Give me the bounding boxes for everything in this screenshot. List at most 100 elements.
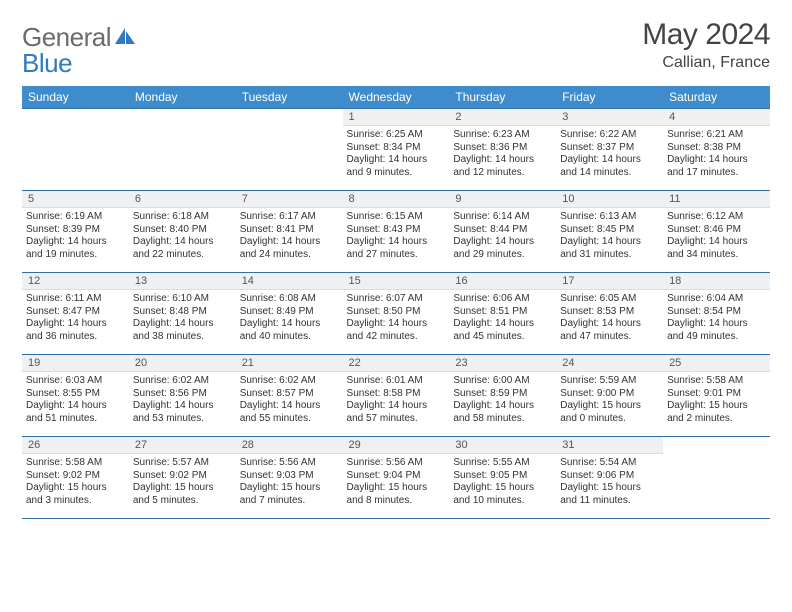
day-number: 28 <box>236 437 343 454</box>
daylight-text: Daylight: 14 hours and 17 minutes. <box>667 154 766 179</box>
calendar-day-cell: 1Sunrise: 6:25 AMSunset: 8:34 PMDaylight… <box>343 109 450 191</box>
day-body: Sunrise: 6:19 AMSunset: 8:39 PMDaylight:… <box>22 208 129 264</box>
weekday-header: Monday <box>129 86 236 109</box>
logo-line2: Blue <box>22 48 72 79</box>
daylight-text: Daylight: 15 hours and 0 minutes. <box>560 400 659 425</box>
calendar-day-cell: 24Sunrise: 5:59 AMSunset: 9:00 PMDayligh… <box>556 355 663 437</box>
sunrise-text: Sunrise: 6:21 AM <box>667 129 766 142</box>
sunset-text: Sunset: 8:59 PM <box>453 388 552 401</box>
daylight-text: Daylight: 15 hours and 10 minutes. <box>453 482 552 507</box>
calendar-day-cell: 10Sunrise: 6:13 AMSunset: 8:45 PMDayligh… <box>556 191 663 273</box>
sunrise-text: Sunrise: 5:56 AM <box>347 457 446 470</box>
calendar-day-cell: 14Sunrise: 6:08 AMSunset: 8:49 PMDayligh… <box>236 273 343 355</box>
day-body: Sunrise: 6:22 AMSunset: 8:37 PMDaylight:… <box>556 126 663 182</box>
sunrise-text: Sunrise: 6:25 AM <box>347 129 446 142</box>
calendar-week-row: 26Sunrise: 5:58 AMSunset: 9:02 PMDayligh… <box>22 437 770 519</box>
sunset-text: Sunset: 8:46 PM <box>667 224 766 237</box>
sunset-text: Sunset: 9:06 PM <box>560 470 659 483</box>
daylight-text: Daylight: 14 hours and 12 minutes. <box>453 154 552 179</box>
day-number: 1 <box>343 109 450 126</box>
sunset-text: Sunset: 8:51 PM <box>453 306 552 319</box>
day-number: 6 <box>129 191 236 208</box>
daylight-text: Daylight: 14 hours and 47 minutes. <box>560 318 659 343</box>
calendar-day-cell <box>22 109 129 191</box>
sunset-text: Sunset: 8:53 PM <box>560 306 659 319</box>
day-body: Sunrise: 6:02 AMSunset: 8:57 PMDaylight:… <box>236 372 343 428</box>
daylight-text: Daylight: 14 hours and 19 minutes. <box>26 236 125 261</box>
sunset-text: Sunset: 9:05 PM <box>453 470 552 483</box>
calendar-day-cell: 9Sunrise: 6:14 AMSunset: 8:44 PMDaylight… <box>449 191 556 273</box>
calendar-day-cell: 30Sunrise: 5:55 AMSunset: 9:05 PMDayligh… <box>449 437 556 519</box>
daylight-text: Daylight: 14 hours and 9 minutes. <box>347 154 446 179</box>
sunset-text: Sunset: 8:56 PM <box>133 388 232 401</box>
sunset-text: Sunset: 8:47 PM <box>26 306 125 319</box>
sunset-text: Sunset: 8:55 PM <box>26 388 125 401</box>
calendar-day-cell: 5Sunrise: 6:19 AMSunset: 8:39 PMDaylight… <box>22 191 129 273</box>
sunset-text: Sunset: 8:43 PM <box>347 224 446 237</box>
sunset-text: Sunset: 8:54 PM <box>667 306 766 319</box>
day-body: Sunrise: 6:25 AMSunset: 8:34 PMDaylight:… <box>343 126 450 182</box>
calendar-day-cell <box>129 109 236 191</box>
calendar-day-cell: 28Sunrise: 5:56 AMSunset: 9:03 PMDayligh… <box>236 437 343 519</box>
sunrise-text: Sunrise: 5:58 AM <box>667 375 766 388</box>
month-title: May 2024 <box>642 18 770 52</box>
day-number: 14 <box>236 273 343 290</box>
calendar-day-cell: 22Sunrise: 6:01 AMSunset: 8:58 PMDayligh… <box>343 355 450 437</box>
sunset-text: Sunset: 8:57 PM <box>240 388 339 401</box>
day-body: Sunrise: 5:54 AMSunset: 9:06 PMDaylight:… <box>556 454 663 510</box>
day-number: 31 <box>556 437 663 454</box>
sunrise-text: Sunrise: 6:17 AM <box>240 211 339 224</box>
calendar-day-cell <box>236 109 343 191</box>
weekday-header: Sunday <box>22 86 129 109</box>
day-body: Sunrise: 6:14 AMSunset: 8:44 PMDaylight:… <box>449 208 556 264</box>
day-number: 12 <box>22 273 129 290</box>
sunrise-text: Sunrise: 6:07 AM <box>347 293 446 306</box>
day-number: 5 <box>22 191 129 208</box>
sunrise-text: Sunrise: 6:18 AM <box>133 211 232 224</box>
day-number: 24 <box>556 355 663 372</box>
day-body: Sunrise: 6:00 AMSunset: 8:59 PMDaylight:… <box>449 372 556 428</box>
sunrise-text: Sunrise: 6:23 AM <box>453 129 552 142</box>
page-header: General May 2024 Callian, France <box>22 18 770 72</box>
sunset-text: Sunset: 9:00 PM <box>560 388 659 401</box>
sunset-text: Sunset: 9:04 PM <box>347 470 446 483</box>
day-body: Sunrise: 6:21 AMSunset: 8:38 PMDaylight:… <box>663 126 770 182</box>
sunrise-text: Sunrise: 6:06 AM <box>453 293 552 306</box>
calendar-day-cell: 16Sunrise: 6:06 AMSunset: 8:51 PMDayligh… <box>449 273 556 355</box>
day-body: Sunrise: 5:56 AMSunset: 9:04 PMDaylight:… <box>343 454 450 510</box>
daylight-text: Daylight: 14 hours and 14 minutes. <box>560 154 659 179</box>
sunrise-text: Sunrise: 6:00 AM <box>453 375 552 388</box>
sunrise-text: Sunrise: 6:13 AM <box>560 211 659 224</box>
daylight-text: Daylight: 14 hours and 49 minutes. <box>667 318 766 343</box>
calendar-day-cell: 19Sunrise: 6:03 AMSunset: 8:55 PMDayligh… <box>22 355 129 437</box>
calendar-day-cell: 12Sunrise: 6:11 AMSunset: 8:47 PMDayligh… <box>22 273 129 355</box>
sunrise-text: Sunrise: 6:02 AM <box>240 375 339 388</box>
sunrise-text: Sunrise: 6:05 AM <box>560 293 659 306</box>
weekday-header: Thursday <box>449 86 556 109</box>
calendar-day-cell: 31Sunrise: 5:54 AMSunset: 9:06 PMDayligh… <box>556 437 663 519</box>
day-number: 7 <box>236 191 343 208</box>
day-body: Sunrise: 5:59 AMSunset: 9:00 PMDaylight:… <box>556 372 663 428</box>
sunset-text: Sunset: 9:03 PM <box>240 470 339 483</box>
sunset-text: Sunset: 8:40 PM <box>133 224 232 237</box>
daylight-text: Daylight: 14 hours and 51 minutes. <box>26 400 125 425</box>
day-body: Sunrise: 6:02 AMSunset: 8:56 PMDaylight:… <box>129 372 236 428</box>
sunrise-text: Sunrise: 5:54 AM <box>560 457 659 470</box>
calendar-day-cell: 4Sunrise: 6:21 AMSunset: 8:38 PMDaylight… <box>663 109 770 191</box>
calendar-table: Sunday Monday Tuesday Wednesday Thursday… <box>22 86 770 519</box>
daylight-text: Daylight: 14 hours and 40 minutes. <box>240 318 339 343</box>
calendar-day-cell: 13Sunrise: 6:10 AMSunset: 8:48 PMDayligh… <box>129 273 236 355</box>
day-body: Sunrise: 6:23 AMSunset: 8:36 PMDaylight:… <box>449 126 556 182</box>
day-number: 26 <box>22 437 129 454</box>
day-number: 25 <box>663 355 770 372</box>
day-body: Sunrise: 5:58 AMSunset: 9:01 PMDaylight:… <box>663 372 770 428</box>
sunset-text: Sunset: 9:02 PM <box>133 470 232 483</box>
day-number: 19 <box>22 355 129 372</box>
sunset-text: Sunset: 8:45 PM <box>560 224 659 237</box>
day-body: Sunrise: 6:03 AMSunset: 8:55 PMDaylight:… <box>22 372 129 428</box>
calendar-day-cell: 17Sunrise: 6:05 AMSunset: 8:53 PMDayligh… <box>556 273 663 355</box>
calendar-week-row: 19Sunrise: 6:03 AMSunset: 8:55 PMDayligh… <box>22 355 770 437</box>
weekday-header: Wednesday <box>343 86 450 109</box>
day-body: Sunrise: 6:12 AMSunset: 8:46 PMDaylight:… <box>663 208 770 264</box>
sunset-text: Sunset: 9:01 PM <box>667 388 766 401</box>
